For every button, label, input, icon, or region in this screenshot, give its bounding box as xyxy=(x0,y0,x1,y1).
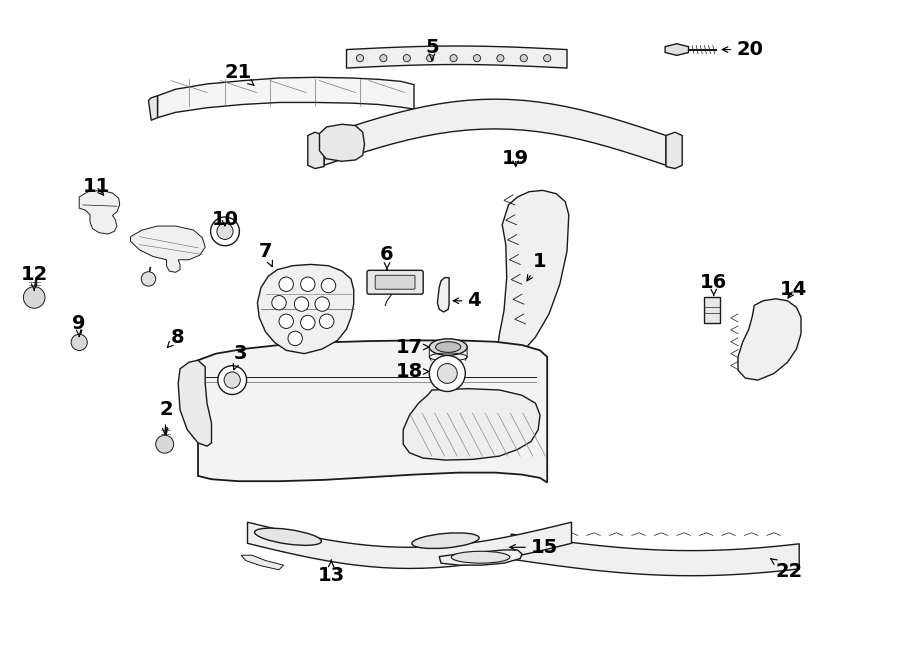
Text: 14: 14 xyxy=(780,280,807,299)
Circle shape xyxy=(315,297,329,311)
Polygon shape xyxy=(198,340,547,483)
Polygon shape xyxy=(665,44,688,56)
Circle shape xyxy=(520,55,527,61)
Ellipse shape xyxy=(429,339,467,356)
Circle shape xyxy=(211,217,239,246)
Text: 1: 1 xyxy=(527,252,547,281)
FancyBboxPatch shape xyxy=(375,275,415,290)
Circle shape xyxy=(403,55,410,61)
Circle shape xyxy=(218,366,247,395)
Text: 2: 2 xyxy=(159,401,174,434)
Ellipse shape xyxy=(436,342,461,352)
Circle shape xyxy=(380,55,387,61)
Text: 10: 10 xyxy=(212,210,239,229)
Text: 3: 3 xyxy=(233,344,247,369)
Text: 9: 9 xyxy=(72,315,86,336)
Circle shape xyxy=(301,277,315,292)
Polygon shape xyxy=(324,99,666,165)
Polygon shape xyxy=(79,190,120,234)
Circle shape xyxy=(544,55,551,61)
Polygon shape xyxy=(403,389,540,460)
Circle shape xyxy=(272,295,286,310)
Circle shape xyxy=(294,297,309,311)
FancyBboxPatch shape xyxy=(367,270,423,294)
Polygon shape xyxy=(439,550,522,565)
Polygon shape xyxy=(346,46,567,68)
Text: 7: 7 xyxy=(259,242,273,266)
Polygon shape xyxy=(666,132,682,169)
Circle shape xyxy=(217,223,233,239)
Polygon shape xyxy=(158,77,414,118)
Circle shape xyxy=(356,55,364,61)
Text: 8: 8 xyxy=(167,328,184,348)
Text: 11: 11 xyxy=(83,177,110,196)
Polygon shape xyxy=(320,124,365,161)
Circle shape xyxy=(497,55,504,61)
Circle shape xyxy=(320,314,334,329)
Text: 5: 5 xyxy=(425,38,439,60)
Circle shape xyxy=(321,278,336,293)
Circle shape xyxy=(23,287,45,308)
Text: 12: 12 xyxy=(21,266,48,290)
Text: 18: 18 xyxy=(396,362,429,381)
Polygon shape xyxy=(308,132,324,169)
Text: 20: 20 xyxy=(723,40,763,59)
Ellipse shape xyxy=(412,533,479,549)
Polygon shape xyxy=(241,555,284,570)
Ellipse shape xyxy=(452,551,509,563)
Text: 17: 17 xyxy=(396,338,429,356)
Polygon shape xyxy=(738,299,801,380)
Circle shape xyxy=(279,277,293,292)
Circle shape xyxy=(427,55,434,61)
Circle shape xyxy=(141,272,156,286)
Circle shape xyxy=(450,55,457,61)
Polygon shape xyxy=(178,360,212,446)
Circle shape xyxy=(224,372,240,388)
Polygon shape xyxy=(130,226,205,272)
Polygon shape xyxy=(498,190,569,358)
Text: 16: 16 xyxy=(700,274,727,295)
Text: 22: 22 xyxy=(770,559,803,581)
Text: 19: 19 xyxy=(502,149,529,168)
Circle shape xyxy=(156,435,174,453)
Circle shape xyxy=(437,364,457,383)
Text: 4: 4 xyxy=(454,292,482,310)
Text: 15: 15 xyxy=(510,538,558,557)
Polygon shape xyxy=(148,96,157,120)
Ellipse shape xyxy=(255,528,321,545)
Circle shape xyxy=(429,356,465,391)
Polygon shape xyxy=(511,534,799,576)
Polygon shape xyxy=(248,522,572,568)
Circle shape xyxy=(279,314,293,329)
Circle shape xyxy=(288,331,302,346)
Polygon shape xyxy=(704,297,720,323)
Text: 13: 13 xyxy=(318,560,345,584)
Polygon shape xyxy=(437,278,449,312)
Polygon shape xyxy=(257,264,354,354)
Text: 6: 6 xyxy=(380,245,394,270)
Circle shape xyxy=(473,55,481,61)
Text: 21: 21 xyxy=(225,63,254,85)
Circle shape xyxy=(301,315,315,330)
Circle shape xyxy=(71,334,87,350)
